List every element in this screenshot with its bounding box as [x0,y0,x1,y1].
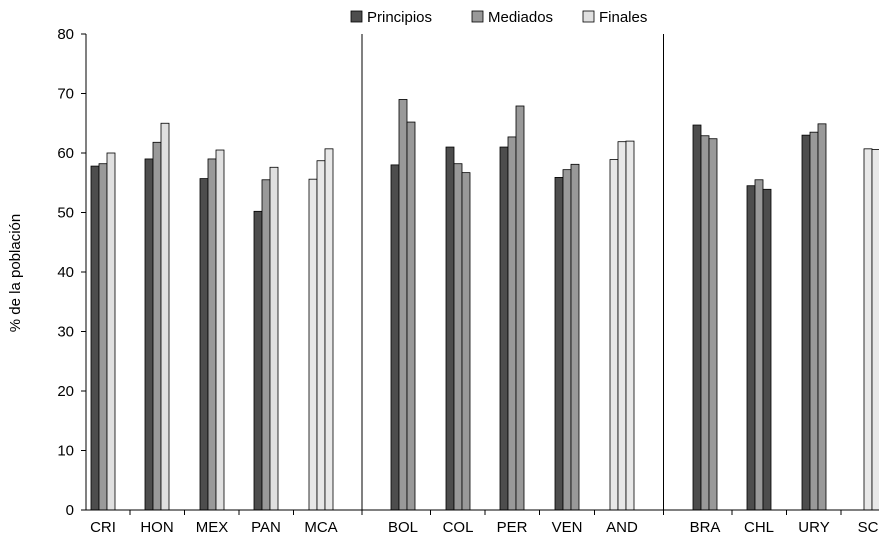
bar-ven-1 [562,169,572,511]
bar-cri-2 [106,152,116,511]
y-ticks: 0 10 20 30 40 50 60 70 80 [57,26,86,519]
legend-swatch [471,10,484,23]
y-tick-label: 0 [66,502,74,519]
legend-swatch [582,10,595,23]
legend-label: Mediados [488,9,553,26]
bar-hon-1 [152,141,162,511]
x-tick-label: COL [443,519,474,534]
x-tick-label: HON [140,519,173,534]
x-tick-label: VEN [552,519,583,534]
x-tick-label: BRA [690,519,721,534]
bar-bol-0 [390,164,400,511]
region-dividers [361,34,664,510]
bar-chl-1 [754,179,764,511]
y-tick-label: 80 [57,26,74,43]
bar-sc-1 [863,148,873,511]
bar-ury-1 [809,131,819,511]
x-tick-label: PAN [251,519,281,534]
bar-pan-2 [269,166,279,511]
x-tick-label: CRI [90,519,116,534]
legend-swatch [350,10,363,23]
x-tick-label: CHL [744,519,774,534]
bar-pan-1 [261,179,271,511]
bar-bol-1 [398,99,408,511]
y-tick-label: 20 [57,383,74,400]
bar-ven-0 [554,176,564,511]
x-tick-label: SC [858,519,879,534]
y-axis-label: % de la población [7,214,24,332]
bar-ury-2 [817,123,827,511]
legend: Principios Mediados Finales [350,9,647,26]
bar-col-1 [453,163,463,511]
bar-and-1 [617,141,627,511]
bar-col-0 [445,146,455,511]
legend-label: Finales [599,9,647,26]
bars [90,99,879,511]
bar-bra-2 [708,138,718,511]
bar-mca-2 [324,148,334,511]
legend-label: Principios [367,9,432,26]
x-tick-labels: CRI HON MEX PAN MCA BOL COL PER VEN AND BRA CHL URY S… [90,519,879,534]
bar-bra-1 [700,135,710,511]
bar-chl-2 [762,188,772,511]
bar-ven-2 [570,163,580,511]
y-tick-label: 50 [57,205,74,222]
x-tick-label: MCA [304,519,337,534]
bar-mex-0 [199,178,209,511]
x-tick-label: AND [606,519,638,534]
bar-and-2 [625,140,635,511]
bar-mex-2 [215,149,225,511]
bar-per-0 [499,146,509,511]
y-tick-label: 70 [57,86,74,103]
y-tick-label: 60 [57,145,74,162]
bar-hon-0 [144,158,154,511]
bar-mca-1 [316,160,326,511]
bar-cri-0 [90,165,100,511]
x-tick-label: PER [497,519,528,534]
bar-bol-2 [406,121,416,511]
y-tick-label: 30 [57,324,74,341]
bar-mex-1 [207,158,217,511]
bar-per-2 [515,105,525,511]
bar-mca-0 [308,178,318,511]
bar-ury-0 [801,134,811,511]
bar-chl-0 [746,185,756,511]
x-tick-label: MEX [196,519,229,534]
bar-pan-0 [253,210,263,511]
y-tick-label: 10 [57,443,74,460]
x-tick-label: URY [798,519,829,534]
x-tick-label: BOL [388,519,418,534]
y-tick-label: 40 [57,264,74,281]
bar-hon-2 [160,122,170,511]
bar-sc-2 [871,149,879,511]
bar-col-2 [461,172,471,511]
bar-per-1 [507,136,517,511]
bar-bra-0 [692,124,702,511]
bar-cri-1 [98,163,108,511]
bar-and-0 [609,159,619,511]
